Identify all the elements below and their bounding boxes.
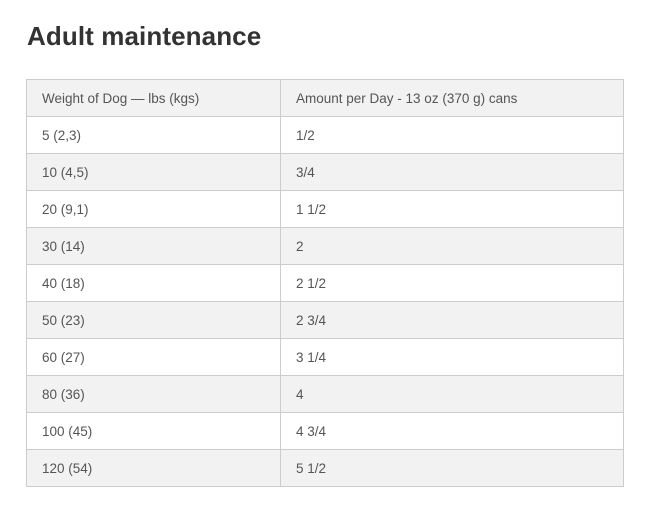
- weight-cell: 120 (54): [26, 449, 281, 487]
- table-row: 120 (54) 5 1/2: [26, 449, 624, 487]
- table-body: 5 (2,3) 1/2 10 (4,5) 3/4 20 (9,1) 1 1/2 …: [26, 116, 624, 487]
- weight-cell: 20 (9,1): [26, 190, 281, 228]
- header-amount: Amount per Day - 13 oz (370 g) cans: [280, 79, 624, 117]
- weight-cell: 10 (4,5): [26, 153, 281, 191]
- table-row: 30 (14) 2: [26, 227, 624, 265]
- table-header: Weight of Dog — lbs (kgs) Amount per Day…: [26, 79, 624, 117]
- amount-cell: 2: [280, 227, 624, 265]
- weight-cell: 60 (27): [26, 338, 281, 376]
- weight-cell: 30 (14): [26, 227, 281, 265]
- table-row: 60 (27) 3 1/4: [26, 338, 624, 376]
- amount-cell: 3 1/4: [280, 338, 624, 376]
- feeding-table: Weight of Dog — lbs (kgs) Amount per Day…: [26, 79, 624, 487]
- weight-cell: 50 (23): [26, 301, 281, 339]
- table-row: 10 (4,5) 3/4: [26, 153, 624, 191]
- amount-cell: 2 1/2: [280, 264, 624, 302]
- table-row: 100 (45) 4 3/4: [26, 412, 624, 450]
- amount-cell: 4 3/4: [280, 412, 624, 450]
- amount-cell: 1/2: [280, 116, 624, 154]
- header-row: Weight of Dog — lbs (kgs) Amount per Day…: [26, 79, 624, 117]
- amount-cell: 5 1/2: [280, 449, 624, 487]
- weight-cell: 80 (36): [26, 375, 281, 413]
- weight-cell: 100 (45): [26, 412, 281, 450]
- amount-cell: 4: [280, 375, 624, 413]
- weight-cell: 40 (18): [26, 264, 281, 302]
- table-row: 40 (18) 2 1/2: [26, 264, 624, 302]
- page-title: Adult maintenance: [27, 21, 262, 51]
- table-row: 80 (36) 4: [26, 375, 624, 413]
- table-row: 5 (2,3) 1/2: [26, 116, 624, 154]
- table-row: 20 (9,1) 1 1/2: [26, 190, 624, 228]
- amount-cell: 2 3/4: [280, 301, 624, 339]
- weight-cell: 5 (2,3): [26, 116, 281, 154]
- amount-cell: 3/4: [280, 153, 624, 191]
- amount-cell: 1 1/2: [280, 190, 624, 228]
- table-row: 50 (23) 2 3/4: [26, 301, 624, 339]
- header-weight: Weight of Dog — lbs (kgs): [26, 79, 281, 117]
